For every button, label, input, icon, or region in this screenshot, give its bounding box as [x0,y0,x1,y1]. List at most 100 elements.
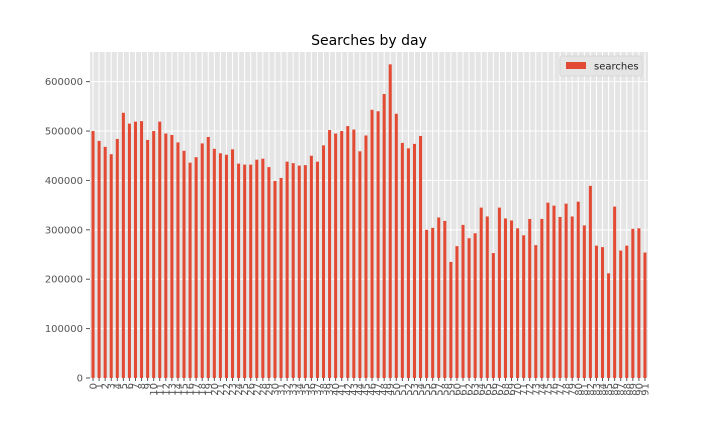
x-tick-label: 39 [325,383,336,396]
x-tick-label: 82 [586,383,597,396]
x-tick-label: 30 [270,383,281,396]
x-tick-label: 10 [149,383,160,396]
bar-22 [224,154,228,378]
bar-27 [255,159,259,378]
x-tick-label: 15 [180,383,191,396]
x-tick-label: 34 [295,383,306,396]
bar-82 [588,185,592,378]
chart-title: Searches by day [311,33,427,49]
bar-40 [334,133,338,378]
bar-55 [425,229,429,378]
bar-26 [249,164,253,378]
bar-84 [600,247,605,378]
x-tick-label: 89 [628,383,639,396]
x-tick-label: 16 [186,383,197,396]
x-tick-label: 38 [319,383,330,396]
x-tick-label: 21 [216,383,227,396]
bar-49 [388,64,392,379]
x-tick-label: 68 [501,383,512,396]
x-tick-label: 54 [416,383,427,396]
bar-76 [552,205,556,378]
bar-53 [412,143,417,378]
x-tick-label: 23 [228,383,239,396]
x-tick-label: 55 [422,383,433,396]
bar-16 [188,162,192,378]
x-tick-label: 91 [640,383,651,396]
bar-32 [285,161,289,378]
bar-11 [158,121,162,379]
bar-86 [613,206,617,378]
bar-39 [328,130,332,378]
bar-30 [273,180,277,378]
legend: searches [559,55,643,77]
bar-36 [309,155,313,378]
x-tick-label: 80 [574,383,585,396]
bar-13 [170,134,174,378]
x-tick-label: 4 [113,383,124,389]
x-tick-label: 7 [131,383,142,389]
x-tick-label: 72 [525,383,536,396]
x-tick-label: 76 [549,383,560,396]
bar-67 [497,207,501,378]
x-tick-label: 6 [125,383,136,389]
x-tick-label: 66 [489,383,500,396]
bar-12 [164,133,168,378]
bar-56 [431,227,435,378]
bar-9 [146,139,150,378]
bar-28 [261,158,265,378]
x-tick-label: 46 [368,383,379,396]
bar-6 [127,123,131,378]
bar-15 [182,150,186,378]
bar-41 [340,131,344,378]
bar-71 [522,235,526,378]
bar-47 [376,111,380,378]
y-tick-label: 300000 [45,225,83,236]
bar-7 [133,121,138,379]
x-tick-label: 90 [634,383,645,396]
legend-box [559,55,643,77]
y-axis: 0 100000 200000 300000 400000 500000 600000 [45,77,90,385]
bar-51 [400,142,404,378]
bar-88 [625,245,629,378]
x-tick-label: 20 [210,383,221,396]
legend-label: searches [594,62,639,73]
bar-73 [534,245,538,378]
bar-37 [315,161,319,378]
x-tick-label: 3 [107,383,118,389]
y-tick-label: 600000 [45,77,83,88]
bar-64 [479,207,483,378]
x-tick-label: 35 [301,383,312,396]
bar-4 [115,138,119,378]
bar-83 [594,245,598,378]
x-tick-label: 25 [240,383,251,396]
y-tick-label: 200000 [45,275,83,286]
bar-24 [237,163,241,378]
bar-2 [103,146,107,378]
bar-29 [267,167,271,378]
x-tick-label: 88 [622,383,633,396]
x-tick-label: 9 [143,383,154,389]
bar-63 [473,233,477,378]
x-tick-label: 85 [604,383,615,396]
bar-80 [576,201,580,378]
x-tick-label: 52 [404,383,415,396]
x-tick-label: 86 [610,383,621,396]
bar-87 [619,250,623,378]
x-tick-label: 18 [198,383,209,396]
bar-81 [582,225,586,378]
bar-91 [643,252,647,378]
bar-17 [194,157,198,378]
x-tick-label: 65 [483,383,494,396]
bar-59 [449,261,453,378]
x-tick-label: 51 [398,383,409,396]
x-tick-label: 17 [192,383,203,396]
x-tick-label: 83 [592,383,603,396]
bar-25 [243,164,247,378]
x-tick-label: 12 [161,383,172,396]
x-tick-label: 49 [386,383,397,396]
bar-54 [419,135,423,378]
x-tick-label: 57 [434,383,445,396]
bar-14 [176,142,180,378]
x-tick-label: 45 [361,383,372,396]
